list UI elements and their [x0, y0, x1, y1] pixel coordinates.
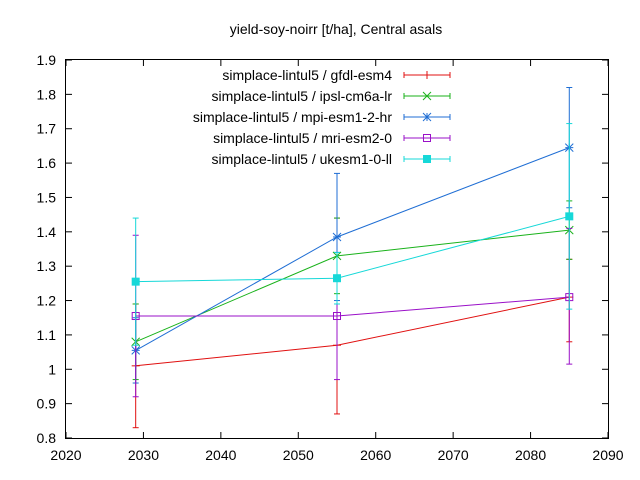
x-tick-label: 2050: [283, 447, 314, 463]
series-1: [131, 217, 574, 429]
x-tick-label: 2080: [515, 447, 546, 463]
legend-item-5: simplace-lintul5 / ukesm1-0-ll: [211, 151, 451, 167]
data-point: [333, 274, 341, 283]
data-point: [332, 232, 342, 242]
series-line: [135, 296, 570, 317]
y-tick-label: 0.8: [37, 430, 57, 446]
y-tick-label: 1.1: [37, 327, 57, 343]
legend-item-4: simplace-lintul5 / mri-esm2-0: [213, 130, 451, 146]
y-tick-label: 1: [48, 361, 56, 377]
x-tick-label: 2060: [360, 447, 391, 463]
x-tick-label: 2020: [50, 447, 81, 463]
legend-item-3: simplace-lintul5 / mpi-esm1-2-hr: [193, 109, 451, 125]
data-point: [131, 277, 140, 286]
y-tick-label: 1.9: [37, 52, 57, 68]
legend: simplace-lintul5 / gfdl-esm4 simplace-lin…: [193, 67, 451, 167]
axis-ticks: 2020 2030 2040 2050 2060 2070 2080 2090 0.8 0.9 1 1…: [37, 52, 624, 463]
legend-label: simplace-lintul5 / mpi-esm1-2-hr: [193, 109, 393, 125]
y-tick-label: 1.8: [37, 86, 57, 102]
series-line: [135, 147, 570, 351]
y-tick-label: 1.4: [37, 224, 57, 240]
series-line: [135, 296, 570, 367]
legend-item-1: simplace-lintul5 / gfdl-esm4: [222, 67, 451, 83]
y-tick-label: 1.7: [37, 121, 57, 137]
x-tick-label: 2030: [128, 447, 159, 463]
legend-label: simplace-lintul5 / mri-esm2-0: [213, 130, 392, 146]
x-tick-label: 2040: [205, 447, 236, 463]
series-line: [135, 229, 570, 343]
legend-marker: [422, 112, 432, 122]
y-tick-label: 1.2: [37, 293, 57, 309]
plot-frame: [65, 59, 609, 439]
series-2: [131, 200, 574, 381]
data-point: [565, 212, 574, 221]
legend-label: simplace-lintul5 / ipsl-cm6a-lr: [212, 88, 393, 104]
legend-label: simplace-lintul5 / ukesm1-0-ll: [211, 151, 392, 167]
x-tick-label: 2070: [438, 447, 469, 463]
y-tick-label: 1.6: [37, 155, 57, 171]
data-point: [333, 312, 341, 321]
x-tick-label: 2090: [592, 447, 623, 463]
legend-label: simplace-lintul5 / gfdl-esm4: [222, 67, 392, 83]
legend-item-2: simplace-lintul5 / ipsl-cm6a-lr: [212, 88, 451, 104]
legend-marker: [422, 91, 432, 101]
y-tick-label: 1.5: [37, 189, 57, 205]
y-tick-label: 1.3: [37, 258, 57, 274]
series-group: [131, 86, 574, 429]
legend-marker: [423, 155, 431, 163]
legend-marker: [423, 71, 431, 79]
series-5: [131, 123, 574, 346]
chart-title: yield-soy-noirr [t/ha], Central asals: [230, 21, 442, 37]
y-tick-label: 0.9: [37, 396, 57, 412]
series-4: [131, 227, 574, 398]
series-line: [135, 215, 570, 283]
legend-marker: [423, 134, 431, 142]
